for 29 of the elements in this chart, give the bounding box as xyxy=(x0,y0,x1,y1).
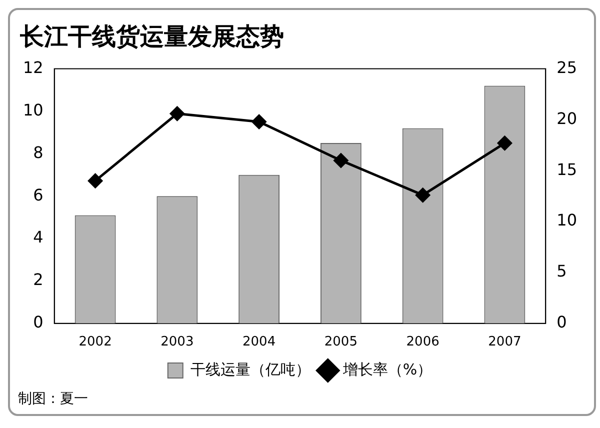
point xyxy=(88,174,103,188)
x-tick-label: 2006 xyxy=(406,334,440,350)
y2-tick-label: 15 xyxy=(556,160,577,179)
point xyxy=(334,153,348,168)
legend-label: 增长率（%） xyxy=(342,360,432,378)
x-tick-label: 2002 xyxy=(78,334,112,350)
x-tick-label: 2004 xyxy=(242,334,276,350)
point xyxy=(170,106,184,121)
chart-title: 长江干线货运量发展态势 xyxy=(19,22,284,51)
y-tick-label: 12 xyxy=(23,58,44,77)
point xyxy=(416,188,430,202)
y-tick-label: 8 xyxy=(33,142,44,162)
y2-tick-label: 20 xyxy=(556,108,577,128)
legend-label: 干线运量（亿吨） xyxy=(190,360,310,378)
y-tick-label: 10 xyxy=(23,100,44,120)
x-tick-label: 2003 xyxy=(160,334,194,350)
y2-tick-label: 5 xyxy=(556,262,567,281)
y-tick-label: 2 xyxy=(33,270,44,290)
y-tick-label: 4 xyxy=(33,228,44,247)
y2-tick-label: 10 xyxy=(556,210,577,230)
text: 制图：夏一 xyxy=(17,390,89,409)
x-tick-label: 2005 xyxy=(324,334,358,350)
x-tick-label: 2007 xyxy=(488,334,522,350)
point xyxy=(497,136,512,150)
y-tick-label: 6 xyxy=(33,185,44,204)
y-tick-label: 0 xyxy=(33,312,44,332)
y2-tick-label: 25 xyxy=(556,58,577,77)
point xyxy=(252,114,266,130)
y2-tick-label: 0 xyxy=(556,312,567,332)
